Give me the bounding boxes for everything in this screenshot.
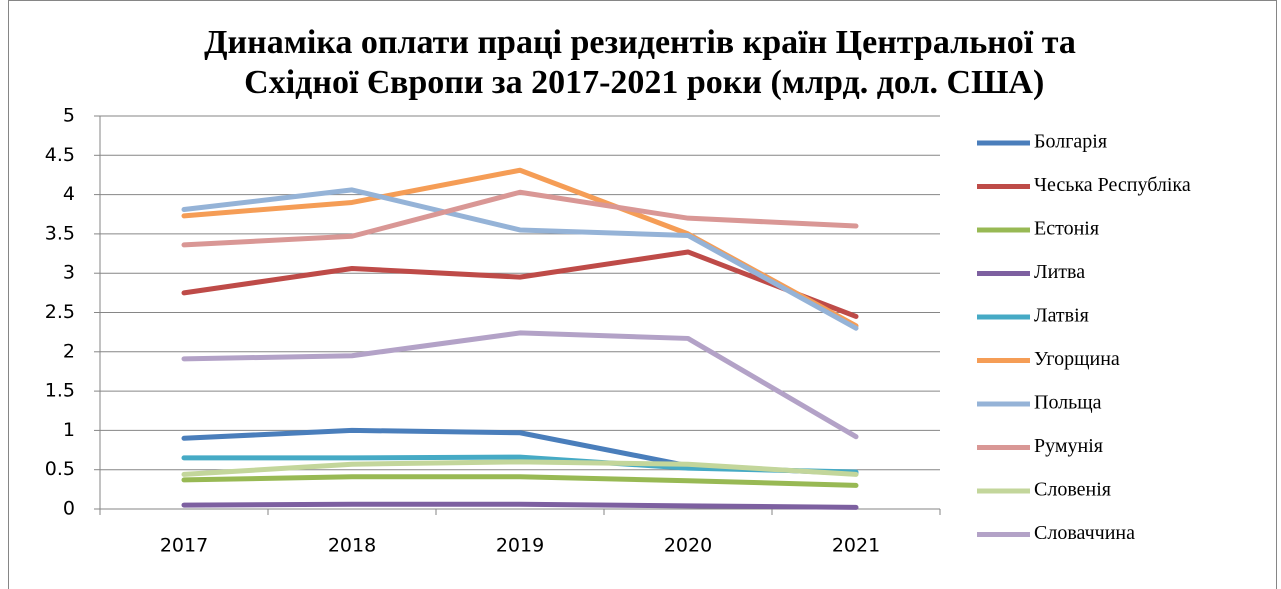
y-tick-label: 5 xyxy=(63,105,75,127)
chart-frame xyxy=(8,0,1277,589)
y-tick-label: 3.5 xyxy=(45,222,75,244)
y-tick-label: 2.5 xyxy=(45,301,75,323)
series-line xyxy=(181,189,859,248)
title-line: Динаміка оплати праці резидентів країн Ц… xyxy=(204,24,1076,61)
series-line xyxy=(181,330,859,440)
y-tick-label: 0.5 xyxy=(45,458,75,480)
title-line: Східної Європи за 2017-2021 роки (млрд. … xyxy=(236,64,1045,101)
x-tick-label: 2018 xyxy=(328,535,376,557)
y-tick-label: 3 xyxy=(63,262,75,284)
legend-label: Чеська Республіка xyxy=(1034,174,1191,196)
chart-title: Динаміка оплати праці резидентів країн Ц… xyxy=(204,24,1076,101)
x-tick-label: 2020 xyxy=(664,535,712,557)
legend-label: Болгарія xyxy=(1034,131,1107,153)
y-tick-label: 4 xyxy=(63,183,75,205)
y-tick-label: 0 xyxy=(63,498,75,520)
series-line xyxy=(181,501,859,510)
legend-label: Словаччина xyxy=(1034,522,1135,544)
series-line xyxy=(181,459,859,477)
legend-label: Румунія xyxy=(1034,435,1103,457)
series-line xyxy=(181,187,859,331)
legend-label: Польща xyxy=(1034,392,1102,414)
legend-label: Литва xyxy=(1034,261,1085,283)
legend-label: Угорщина xyxy=(1034,348,1120,370)
legend-label: Словенія xyxy=(1034,479,1111,501)
x-tick-label: 2019 xyxy=(496,535,544,557)
y-tick-label: 1.5 xyxy=(45,380,75,402)
legend-label: Естонія xyxy=(1034,218,1099,240)
x-tick-label: 2017 xyxy=(160,535,208,557)
series-line xyxy=(181,474,859,488)
series-line xyxy=(181,249,859,319)
x-tick-label: 2021 xyxy=(832,535,880,557)
legend-label: Латвія xyxy=(1034,305,1089,327)
y-tick-label: 1 xyxy=(63,419,75,441)
y-tick-label: 4.5 xyxy=(45,144,75,166)
y-tick-label: 2 xyxy=(63,340,75,362)
